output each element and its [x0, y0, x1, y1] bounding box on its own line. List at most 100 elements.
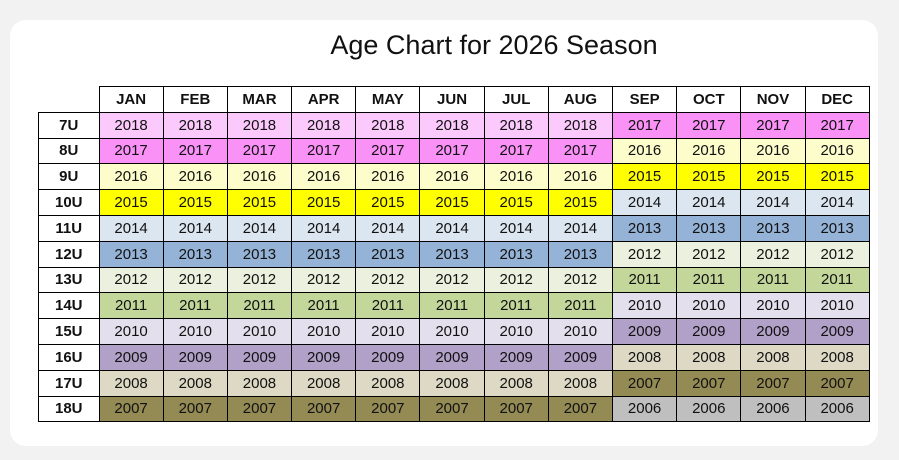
year-cell: 2012 — [547, 266, 614, 294]
column-header: FEB — [162, 86, 228, 113]
year-cell: 2015 — [611, 163, 678, 191]
row-label: 14U — [38, 292, 100, 320]
year-cell: 2008 — [355, 369, 421, 397]
row-label: 15U — [38, 318, 100, 345]
year-cell: 2016 — [162, 163, 228, 191]
row-label: 10U — [38, 189, 100, 216]
year-cell: 2017 — [355, 137, 421, 165]
year-cell: 2016 — [355, 163, 421, 191]
year-cell: 2015 — [419, 189, 485, 216]
year-cell: 2011 — [611, 266, 678, 294]
year-cell: 2010 — [291, 318, 357, 345]
year-cell: 2017 — [162, 137, 228, 165]
year-cell: 2013 — [355, 240, 421, 268]
header-row: JAN FEB MAR APR MAY JUN JUL AUG SEP OCT NOV DEC — [38, 86, 870, 113]
year-cell: 2010 — [611, 292, 678, 320]
table-row: 8U 2017 2017 2017 2017 2017 2017 2017 2017 2016 20… — [38, 137, 870, 165]
year-cell: 2007 — [98, 395, 164, 423]
year-cell: 2015 — [483, 189, 549, 216]
year-cell: 2017 — [291, 137, 357, 165]
column-header: OCT — [676, 86, 742, 113]
column-header: JUL — [483, 86, 549, 113]
year-cell: 2014 — [483, 214, 549, 242]
year-cell: 2017 — [740, 111, 806, 139]
year-cell: 2011 — [291, 292, 357, 320]
card: Age Chart for 2026 Season JAN FEB MAR APR MA… — [10, 20, 878, 446]
column-header: DEC — [804, 86, 870, 113]
year-cell: 2018 — [483, 111, 549, 139]
year-cell: 2017 — [804, 111, 870, 139]
year-cell: 2015 — [547, 189, 614, 216]
year-cell: 2017 — [611, 111, 678, 139]
year-cell: 2012 — [162, 266, 228, 294]
table-row: 18U 2007 2007 2007 2007 2007 2007 2007 2007 2006 2… — [38, 395, 870, 423]
year-cell: 2013 — [740, 214, 806, 242]
year-cell: 2009 — [98, 343, 164, 371]
column-header: APR — [291, 86, 357, 113]
table-row: 16U 2009 2009 2009 2009 2009 2009 2009 2009 2008 2… — [38, 343, 870, 371]
row-label: 11U — [38, 214, 100, 242]
year-cell: 2016 — [226, 163, 293, 191]
age-table: JAN FEB MAR APR MAY JUN JUL AUG SEP OCT NOV DEC 7U 2… — [38, 86, 870, 423]
row-label: 16U — [38, 343, 100, 371]
table-row: 14U 2011 2011 2011 2011 2011 2011 2011 2011 2010 2… — [38, 292, 870, 320]
year-cell: 2010 — [419, 318, 485, 345]
year-cell: 2015 — [98, 189, 164, 216]
column-header: NOV — [740, 86, 806, 113]
year-cell: 2016 — [419, 163, 485, 191]
year-cell: 2013 — [419, 240, 485, 268]
table-row: 7U 2018 2018 2018 2018 2018 2018 2018 2018 2017 20… — [38, 111, 870, 139]
year-cell: 2018 — [162, 111, 228, 139]
year-cell: 2011 — [676, 266, 742, 294]
year-cell: 2009 — [611, 318, 678, 345]
year-cell: 2010 — [226, 318, 293, 345]
year-cell: 2008 — [226, 369, 293, 397]
year-cell: 2006 — [611, 395, 678, 423]
year-cell: 2016 — [547, 163, 614, 191]
table-body: 7U 2018 2018 2018 2018 2018 2018 2018 2018 2017 20… — [38, 111, 870, 423]
year-cell: 2008 — [483, 369, 549, 397]
year-cell: 2010 — [547, 318, 614, 345]
year-cell: 2017 — [676, 111, 742, 139]
year-cell: 2018 — [355, 111, 421, 139]
year-cell: 2006 — [740, 395, 806, 423]
year-cell: 2011 — [226, 292, 293, 320]
year-cell: 2007 — [740, 369, 806, 397]
year-cell: 2009 — [355, 343, 421, 371]
column-header: MAR — [226, 86, 293, 113]
year-cell: 2014 — [226, 214, 293, 242]
year-cell: 2008 — [291, 369, 357, 397]
table-row: 12U 2013 2013 2013 2013 2013 2013 2013 2013 2012 2… — [38, 240, 870, 268]
year-cell: 2008 — [676, 343, 742, 371]
year-cell: 2014 — [291, 214, 357, 242]
year-cell: 2010 — [98, 318, 164, 345]
year-cell: 2007 — [162, 395, 228, 423]
year-cell: 2013 — [611, 214, 678, 242]
year-cell: 2010 — [483, 318, 549, 345]
year-cell: 2013 — [226, 240, 293, 268]
year-cell: 2015 — [226, 189, 293, 216]
year-cell: 2008 — [804, 343, 870, 371]
year-cell: 2017 — [547, 137, 614, 165]
year-cell: 2011 — [355, 292, 421, 320]
year-cell: 2012 — [419, 266, 485, 294]
table-row: 9U 2016 2016 2016 2016 2016 2016 2016 2016 2015 20… — [38, 163, 870, 191]
year-cell: 2018 — [419, 111, 485, 139]
year-cell: 2018 — [547, 111, 614, 139]
year-cell: 2011 — [98, 292, 164, 320]
year-cell: 2015 — [740, 163, 806, 191]
year-cell: 2014 — [419, 214, 485, 242]
year-cell: 2012 — [611, 240, 678, 268]
year-cell: 2014 — [611, 189, 678, 216]
year-cell: 2018 — [291, 111, 357, 139]
year-cell: 2016 — [740, 137, 806, 165]
column-header: SEP — [611, 86, 678, 113]
corner — [38, 86, 100, 113]
year-cell: 2006 — [804, 395, 870, 423]
year-cell: 2009 — [547, 343, 614, 371]
column-header: JAN — [98, 86, 164, 113]
year-cell: 2014 — [740, 189, 806, 216]
year-cell: 2014 — [355, 214, 421, 242]
year-cell: 2011 — [804, 266, 870, 294]
year-cell: 2008 — [740, 343, 806, 371]
